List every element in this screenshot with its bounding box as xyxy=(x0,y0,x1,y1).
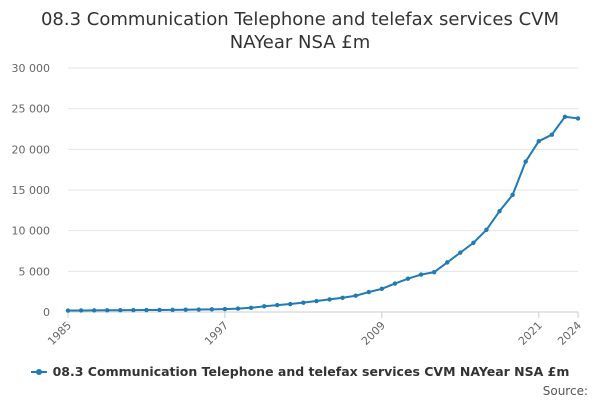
x-tick-label: 2024 xyxy=(555,319,584,348)
data-point[interactable] xyxy=(392,281,398,286)
data-point[interactable] xyxy=(431,269,437,275)
data-point[interactable] xyxy=(170,307,175,313)
data-point[interactable] xyxy=(288,301,293,307)
data-point[interactable] xyxy=(261,304,267,309)
data-point[interactable] xyxy=(275,302,280,308)
gridlines xyxy=(68,67,578,272)
y-tick-label: 5 000 xyxy=(19,265,51,278)
data-point[interactable] xyxy=(105,308,110,313)
data-point[interactable] xyxy=(575,116,581,121)
data-point[interactable] xyxy=(118,308,123,313)
data-point[interactable] xyxy=(510,192,515,198)
x-tick-label: 1997 xyxy=(202,319,231,348)
legend-line-marker-icon xyxy=(30,368,47,375)
data-point[interactable] xyxy=(418,272,424,277)
series-layer xyxy=(65,114,581,313)
data-point[interactable] xyxy=(405,276,411,281)
data-point[interactable] xyxy=(131,307,136,313)
data-point[interactable] xyxy=(484,227,489,233)
series-line xyxy=(67,115,579,312)
y-tick-label: 20 000 xyxy=(12,143,51,156)
data-point[interactable] xyxy=(340,295,345,300)
source-label: Source: xyxy=(542,384,588,398)
data-point[interactable] xyxy=(157,307,162,313)
data-point[interactable] xyxy=(353,293,358,298)
y-tick-labels: 0 5 000 10 000 15 000 20 000 25 000 30 000 xyxy=(12,62,51,319)
y-tick-label: 10 000 xyxy=(12,225,51,238)
data-point[interactable] xyxy=(78,308,84,313)
data-point[interactable] xyxy=(327,297,332,302)
data-point[interactable] xyxy=(471,240,476,246)
axes xyxy=(67,311,579,318)
data-point[interactable] xyxy=(183,307,188,312)
x-tick-labels: 1985 1997 2009 2021 2024 xyxy=(45,319,584,348)
x-tick-label: 2021 xyxy=(516,319,545,348)
data-point[interactable] xyxy=(301,300,306,305)
data-point[interactable] xyxy=(549,132,555,137)
data-point[interactable] xyxy=(209,307,215,312)
data-point[interactable] xyxy=(222,306,228,312)
legend[interactable]: 08.3 Communication Telephone and telefax… xyxy=(0,364,600,379)
data-point[interactable] xyxy=(235,306,241,311)
data-point[interactable] xyxy=(562,114,568,120)
data-point[interactable] xyxy=(91,308,97,313)
data-point[interactable] xyxy=(248,305,254,310)
chart-title: 08.3 Communication Telephone and telefax… xyxy=(40,9,560,53)
y-tick-label: 30 000 xyxy=(12,62,51,75)
data-point[interactable] xyxy=(144,307,149,313)
legend-label: 08.3 Communication Telephone and telefax… xyxy=(52,364,570,379)
y-tick-label: 15 000 xyxy=(12,184,51,197)
data-point[interactable] xyxy=(497,208,502,214)
data-point[interactable] xyxy=(196,307,201,312)
data-point[interactable] xyxy=(445,260,450,265)
data-point[interactable] xyxy=(379,286,385,292)
y-tick-label: 25 000 xyxy=(12,103,51,116)
y-tick-label: 0 xyxy=(43,306,50,319)
data-point[interactable] xyxy=(536,139,541,144)
data-point[interactable] xyxy=(65,308,71,313)
data-point[interactable] xyxy=(523,159,528,164)
x-tick-label: 2009 xyxy=(359,319,388,348)
x-tick-label: 1985 xyxy=(45,319,74,348)
data-point[interactable] xyxy=(458,250,463,255)
data-point[interactable] xyxy=(366,289,371,295)
data-point[interactable] xyxy=(314,298,319,304)
